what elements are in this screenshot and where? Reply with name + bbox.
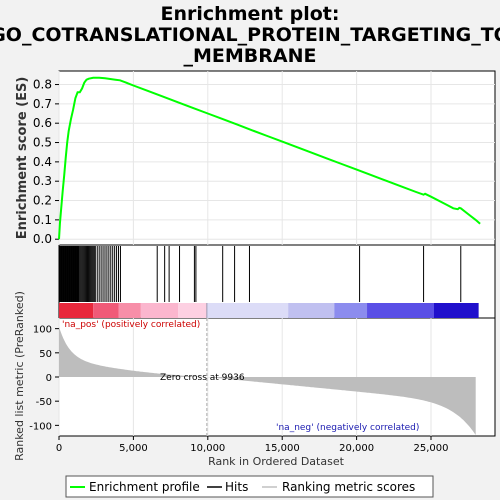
color-bar-segment [118, 303, 141, 318]
x-tick-label: 25,000 [414, 443, 449, 454]
es-tick-label: 0.1 [33, 213, 52, 227]
x-axis: 0 5,000 10,000 15,000 20,000 25,000 [56, 436, 449, 454]
metric-tick-label: 100 [33, 325, 52, 336]
es-tick-label: 0.8 [33, 78, 52, 92]
chart-title-line-2: GO_COTRANSLATIONAL_PROTEIN_TARGETING_TO [0, 24, 500, 46]
hit-markers [58, 246, 462, 302]
x-tick-label: 0 [56, 443, 62, 454]
zero-cross-label: Zero cross at 9936 [160, 373, 245, 383]
es-tick-label: 0.0 [33, 232, 52, 246]
metric-tick-label: -50 [36, 397, 52, 408]
color-bar-segment [178, 303, 207, 318]
positive-correlation-label: 'na_pos' (positively correlated) [62, 320, 200, 330]
es-grid [58, 71, 495, 245]
es-tick-label: 0.2 [33, 194, 52, 208]
negative-correlation-label: 'na_neg' (negatively correlated) [276, 423, 419, 433]
rank-color-bar [59, 303, 479, 318]
color-bar-segment [206, 303, 289, 318]
legend-label-enrichment-profile: Enrichment profile [89, 480, 200, 494]
es-axis: 0.0 0.1 0.2 0.3 0.4 0.5 0.6 0.7 0.8 [33, 78, 59, 246]
legend-label-ranking-metric: Ranking metric scores [282, 480, 415, 494]
x-tick-label: 15,000 [265, 443, 300, 454]
metric-tick-label: 50 [39, 349, 52, 360]
metric-tick-label: 0 [46, 373, 52, 384]
x-tick-label: 5,000 [119, 443, 148, 454]
legend-box [65, 475, 434, 498]
es-axis-label: Enrichment score (ES) [15, 77, 30, 240]
es-tick-label: 0.6 [33, 116, 52, 130]
color-bar-segment [334, 303, 368, 318]
x-tick-label: 10,000 [190, 443, 225, 454]
x-tick-label: 20,000 [339, 443, 374, 454]
legend-label-hits: Hits [225, 480, 248, 494]
metric-tick-label: -100 [29, 421, 52, 432]
color-bar-segment [140, 303, 179, 318]
color-bar-segment [59, 303, 94, 318]
color-bar-segment [433, 303, 479, 318]
es-tick-label: 0.3 [33, 174, 52, 188]
chart-title-line-3: _MEMBRANE [184, 45, 317, 67]
metric-axis-label: Ranked list metric (PreRanked) [13, 291, 26, 461]
color-bar-segment [93, 303, 119, 318]
chart-title-line-1: Enrichment plot: [161, 3, 340, 25]
es-tick-label: 0.4 [33, 155, 52, 169]
metric-axis: 100 50 0 -50 -100 [29, 325, 59, 432]
series-line-enrichment-profile [58, 76, 481, 240]
es-tick-label: 0.5 [33, 136, 52, 150]
color-bar-segment [367, 303, 434, 318]
es-tick-label: 0.7 [33, 97, 52, 111]
es-panel [58, 70, 496, 246]
color-bar-segment [288, 303, 335, 318]
ranking-metric-area [59, 326, 476, 435]
x-axis-label: Rank in Ordered Dataset [208, 455, 345, 468]
